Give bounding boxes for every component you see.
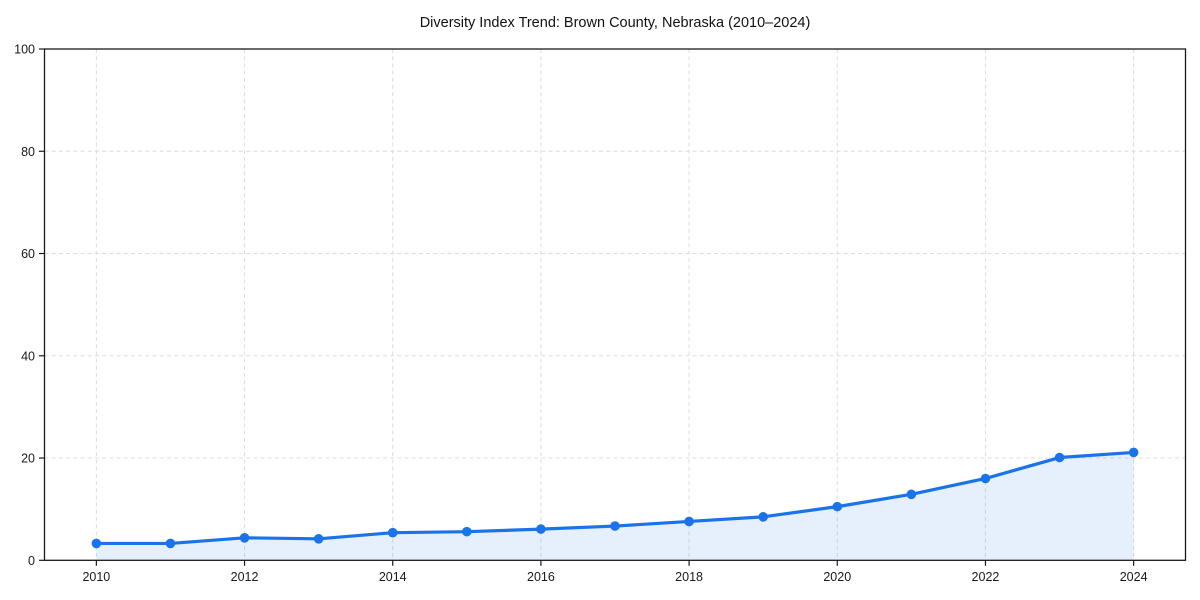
data-point — [1054, 452, 1065, 463]
data-point — [239, 533, 250, 543]
plot-frame-group — [43, 48, 1187, 561]
chart-title: Diversity Index Trend: Brown County, Neb… — [420, 15, 811, 31]
axis-ticks-group — [39, 48, 1135, 566]
x-tick-label: 2020 — [823, 570, 851, 584]
data-point — [906, 489, 917, 500]
data-point — [313, 534, 324, 544]
data-point — [387, 527, 398, 538]
y-tick-label: 20 — [21, 452, 35, 466]
x-tick-label: 2016 — [527, 570, 555, 584]
data-point — [536, 524, 546, 534]
y-tick-label: 40 — [21, 349, 35, 363]
data-point — [165, 538, 176, 549]
data-point — [684, 516, 694, 527]
data-point — [980, 473, 991, 484]
data-points-group — [91, 447, 1139, 549]
x-tick-label: 2024 — [1120, 570, 1148, 584]
y-tick-label: 60 — [21, 247, 35, 261]
x-tick-label: 2014 — [379, 570, 407, 584]
axis-labels-group: 2010 2012 2014 2016 2018 2020 2022 2024 0 20 40 60 8… — [14, 43, 1147, 584]
plot-frame — [43, 48, 1187, 561]
x-tick-label: 2010 — [82, 570, 110, 584]
area-fill-group — [96, 452, 1134, 561]
data-point — [462, 526, 472, 537]
x-tick-label: 2022 — [972, 570, 1000, 584]
x-tick-label: 2012 — [231, 570, 259, 584]
area-fill — [96, 452, 1134, 561]
x-tick-label: 2018 — [675, 570, 703, 584]
y-tick-label: 100 — [14, 43, 35, 57]
data-point — [610, 521, 620, 531]
data-point — [832, 501, 843, 512]
data-point — [758, 512, 768, 522]
y-tick-label: 0 — [28, 554, 35, 568]
y-tick-label: 80 — [21, 145, 35, 159]
data-point — [91, 538, 102, 549]
data-point — [1128, 447, 1139, 458]
